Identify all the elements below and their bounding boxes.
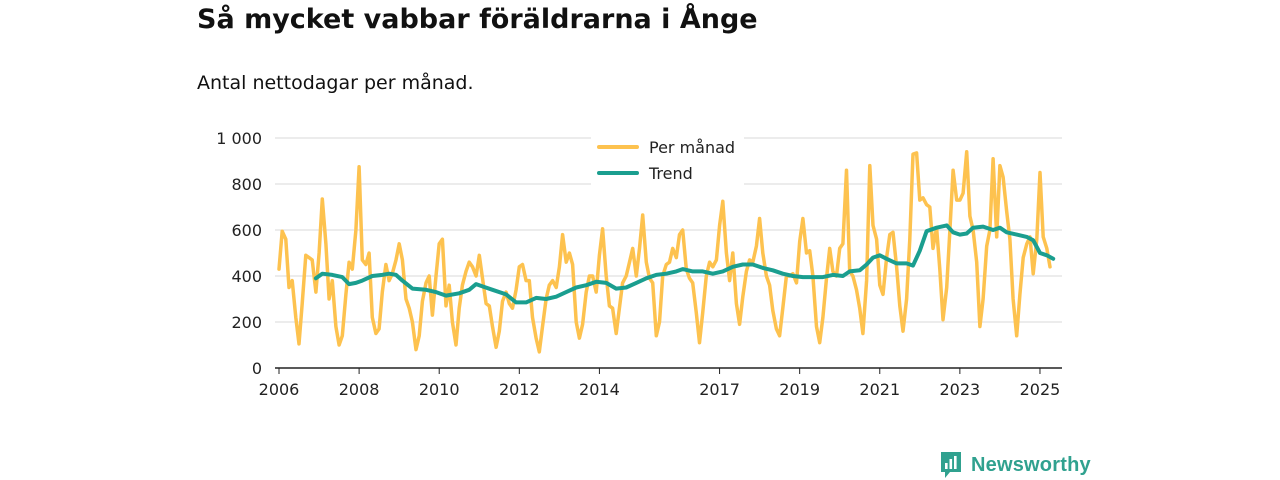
legend-background: [591, 131, 744, 187]
x-tick-label: 2008: [339, 380, 380, 399]
chart-title: Så mycket vabbar föräldrarna i Ånge: [197, 4, 758, 35]
x-tick-label: 2017: [699, 380, 740, 399]
newsworthy-icon: [941, 452, 961, 478]
axis-layer: 0 200 400 600 800 1 000 2006 2008 2010 2012 2014 20…: [216, 129, 1062, 399]
x-tick-label: 2010: [419, 380, 460, 399]
x-tick-label: 2021: [859, 380, 900, 399]
y-tick-label: 200: [231, 313, 262, 332]
y-tick-label: 800: [231, 175, 262, 194]
x-tick-label: 2006: [259, 380, 300, 399]
brand-name: Newsworthy: [971, 453, 1091, 476]
x-tick-label: 2025: [1020, 380, 1061, 399]
x-tick-label: 2023: [940, 380, 981, 399]
series-line-trend[interactable]: [313, 223, 1056, 305]
x-tick-label: 2019: [779, 380, 820, 399]
y-tick-label: 0: [252, 359, 262, 378]
y-tick-label: 600: [231, 221, 262, 240]
y-tick-label: 1 000: [216, 129, 262, 148]
chart-subtitle: Antal nettodagar per månad.: [197, 72, 474, 94]
y-tick-label: 400: [231, 267, 262, 286]
legend-label-trend[interactable]: Trend: [648, 164, 693, 183]
x-tick-label: 2014: [579, 380, 620, 399]
series-line-per-manad[interactable]: [277, 150, 1052, 354]
newsworthy-logo[interactable]: Newsworthy: [939, 451, 1091, 479]
line-chart: 0 200 400 600 800 1 000 2006 2008 2010 2012 2014 20…: [216, 129, 1062, 399]
legend[interactable]: Per månad Trend: [591, 131, 744, 187]
legend-label-per-manad[interactable]: Per månad: [649, 138, 735, 157]
x-tick-label: 2012: [499, 380, 540, 399]
series-layer: [277, 150, 1056, 354]
